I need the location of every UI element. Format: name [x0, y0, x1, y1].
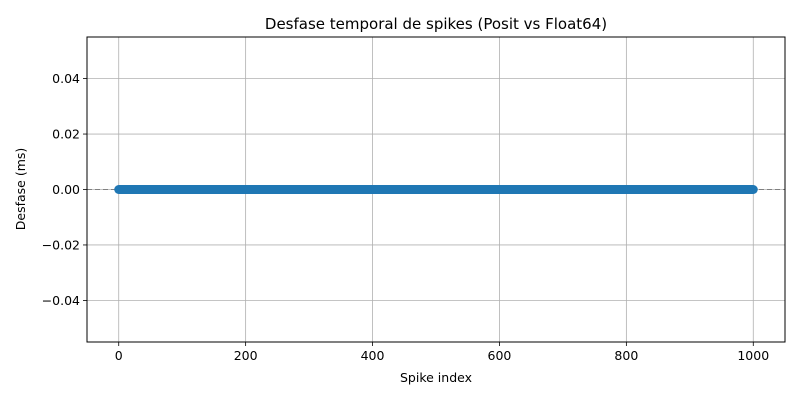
chart-title: Desfase temporal de spikes (Posit vs Flo…	[265, 15, 607, 33]
y-tick-label: −0.02	[42, 237, 80, 252]
x-tick-label: 0	[115, 348, 123, 363]
x-tick-label: 200	[234, 348, 258, 363]
y-tick-label: −0.04	[42, 293, 80, 308]
x-tick-label: 800	[614, 348, 638, 363]
x-tick-label: 400	[361, 348, 385, 363]
x-tick-label: 1000	[737, 348, 769, 363]
y-tick-label: 0.00	[52, 182, 80, 197]
y-tick-label: 0.04	[52, 71, 80, 86]
x-axis-label: Spike index	[400, 370, 472, 385]
y-tick-label: 0.02	[52, 127, 80, 142]
ticks: 0 200 400 600 800 1000 −0.04 −0.02 0.00 0.02 0.04	[42, 71, 770, 363]
y-axis-label: Desfase (ms)	[13, 148, 28, 231]
x-tick-label: 600	[488, 348, 512, 363]
